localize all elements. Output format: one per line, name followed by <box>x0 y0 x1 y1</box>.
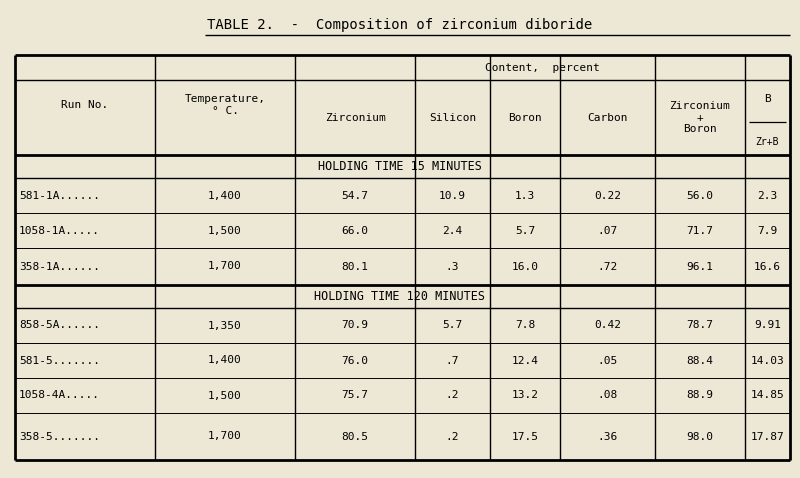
Text: 14.03: 14.03 <box>750 356 784 366</box>
Text: 1,400: 1,400 <box>208 356 242 366</box>
Text: 17.5: 17.5 <box>511 432 538 442</box>
Text: .36: .36 <box>598 432 618 442</box>
Text: .7: .7 <box>446 356 459 366</box>
Text: 56.0: 56.0 <box>686 191 714 200</box>
Text: 80.1: 80.1 <box>342 261 369 272</box>
Text: 78.7: 78.7 <box>686 321 714 330</box>
Text: TABLE 2.  -  Composition of zirconium diboride: TABLE 2. - Composition of zirconium dibo… <box>207 18 593 32</box>
Text: 1,500: 1,500 <box>208 391 242 401</box>
Text: Run No.: Run No. <box>62 100 109 110</box>
Text: 17.87: 17.87 <box>750 432 784 442</box>
Text: Boron: Boron <box>508 112 542 122</box>
Text: 75.7: 75.7 <box>342 391 369 401</box>
Text: .07: .07 <box>598 226 618 236</box>
Text: Content,  percent: Content, percent <box>485 63 600 73</box>
Text: 14.85: 14.85 <box>750 391 784 401</box>
Text: 1058-1A.....: 1058-1A..... <box>19 226 100 236</box>
Text: HOLDING TIME 120 MINUTES: HOLDING TIME 120 MINUTES <box>314 290 486 303</box>
Text: Carbon: Carbon <box>587 112 628 122</box>
Text: 7.8: 7.8 <box>515 321 535 330</box>
Text: 358-5.......: 358-5....... <box>19 432 100 442</box>
Text: 1,350: 1,350 <box>208 321 242 330</box>
Text: 2.3: 2.3 <box>758 191 778 200</box>
Text: 1,700: 1,700 <box>208 261 242 272</box>
Text: Zirconium
+
Boron: Zirconium + Boron <box>670 101 730 134</box>
Text: 358-1A......: 358-1A...... <box>19 261 100 272</box>
Text: 9.91: 9.91 <box>754 321 781 330</box>
Text: 1058-4A.....: 1058-4A..... <box>19 391 100 401</box>
Text: 7.9: 7.9 <box>758 226 778 236</box>
Text: 76.0: 76.0 <box>342 356 369 366</box>
Text: 581-5.......: 581-5....... <box>19 356 100 366</box>
Text: 96.1: 96.1 <box>686 261 714 272</box>
Text: 13.2: 13.2 <box>511 391 538 401</box>
Text: .2: .2 <box>446 391 459 401</box>
Text: B: B <box>764 94 771 104</box>
Text: 10.9: 10.9 <box>439 191 466 200</box>
Text: 1,400: 1,400 <box>208 191 242 200</box>
Text: .05: .05 <box>598 356 618 366</box>
Text: 71.7: 71.7 <box>686 226 714 236</box>
Text: 98.0: 98.0 <box>686 432 714 442</box>
Text: 1,700: 1,700 <box>208 432 242 442</box>
Text: 88.9: 88.9 <box>686 391 714 401</box>
Text: .72: .72 <box>598 261 618 272</box>
Text: 1,500: 1,500 <box>208 226 242 236</box>
Text: 80.5: 80.5 <box>342 432 369 442</box>
Text: Zirconium: Zirconium <box>325 112 386 122</box>
Text: 5.7: 5.7 <box>515 226 535 236</box>
Text: 858-5A......: 858-5A...... <box>19 321 100 330</box>
Text: Temperature,
° C.: Temperature, ° C. <box>185 94 266 116</box>
Text: 66.0: 66.0 <box>342 226 369 236</box>
Text: 88.4: 88.4 <box>686 356 714 366</box>
Text: 16.6: 16.6 <box>754 261 781 272</box>
Text: 0.22: 0.22 <box>594 191 621 200</box>
Text: 581-1A......: 581-1A...... <box>19 191 100 200</box>
Text: 16.0: 16.0 <box>511 261 538 272</box>
Text: Zr+B: Zr+B <box>756 137 779 147</box>
Text: 54.7: 54.7 <box>342 191 369 200</box>
Text: 70.9: 70.9 <box>342 321 369 330</box>
Text: 2.4: 2.4 <box>442 226 462 236</box>
Text: 12.4: 12.4 <box>511 356 538 366</box>
Text: .08: .08 <box>598 391 618 401</box>
Text: 0.42: 0.42 <box>594 321 621 330</box>
Text: Silicon: Silicon <box>429 112 476 122</box>
Text: 5.7: 5.7 <box>442 321 462 330</box>
Text: HOLDING TIME 15 MINUTES: HOLDING TIME 15 MINUTES <box>318 160 482 173</box>
Text: .2: .2 <box>446 432 459 442</box>
Text: .3: .3 <box>446 261 459 272</box>
Text: 1.3: 1.3 <box>515 191 535 200</box>
